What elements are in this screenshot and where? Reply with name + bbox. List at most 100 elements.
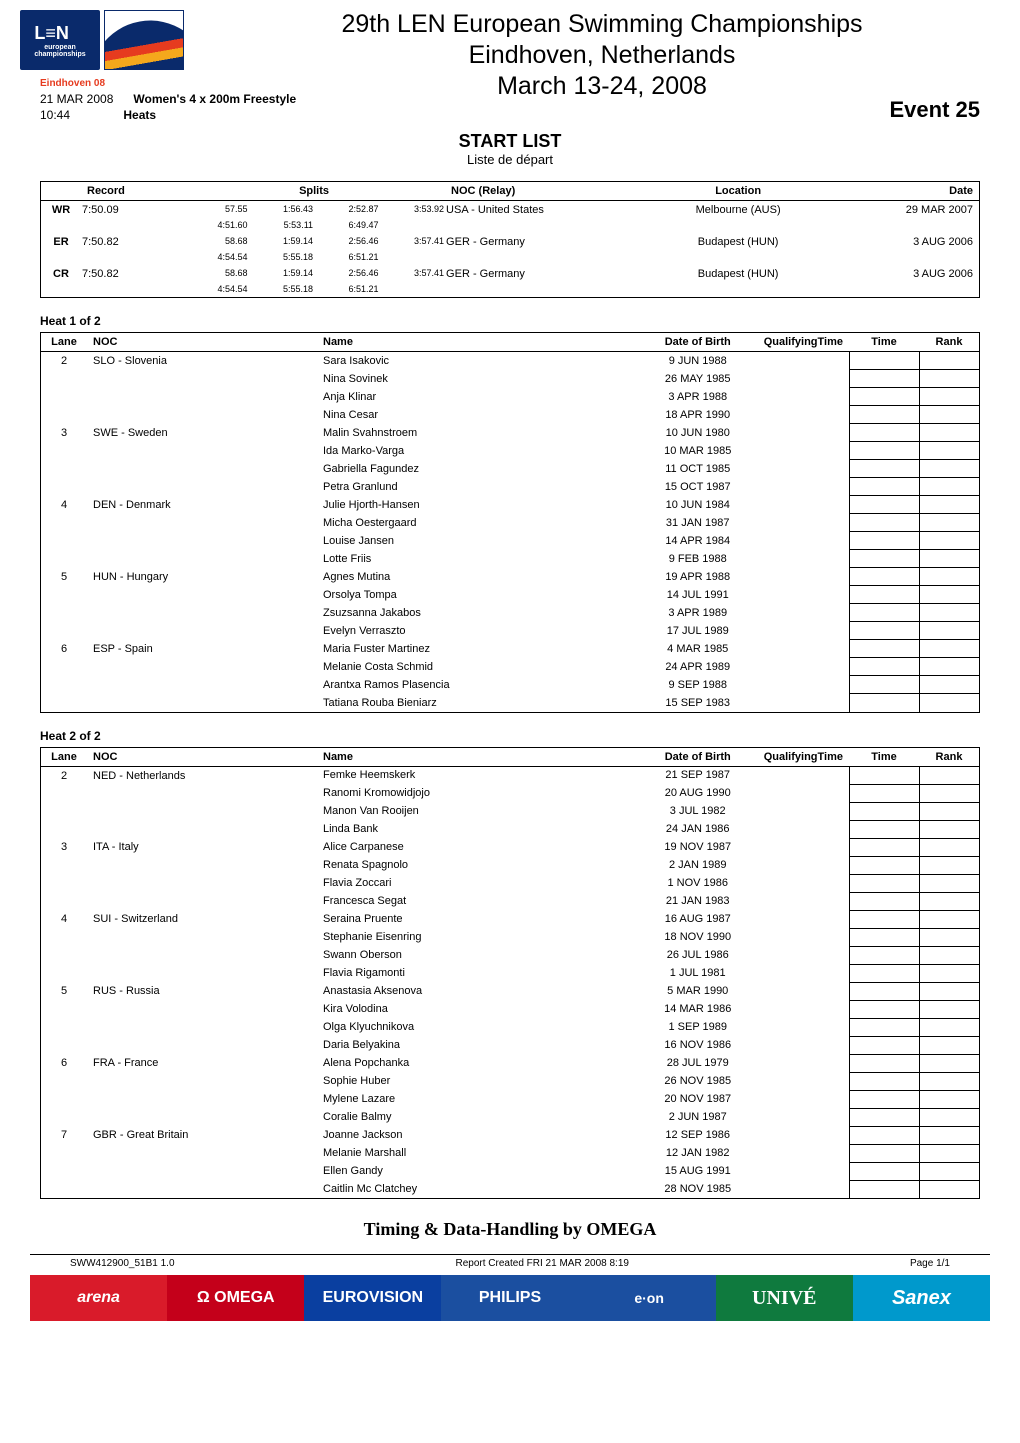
cell-dob: 3 APR 1989	[638, 604, 758, 622]
cell-dob: 9 JUN 1988	[638, 352, 758, 370]
col-time: Time	[849, 748, 919, 767]
record-noc: USA - United States	[445, 201, 649, 234]
col-noc: NOC	[87, 748, 317, 767]
sponsor-eurovision: EUROVISION	[304, 1275, 441, 1321]
heat-table: Lane NOC Name Date of Birth QualifyingTi…	[40, 332, 980, 713]
cell-dob: 18 APR 1990	[638, 406, 758, 424]
cell-swimmer-name: Manon Van Rooijen	[317, 802, 638, 820]
cell-lane: 6	[41, 1054, 87, 1126]
cell-dob: 19 NOV 1987	[638, 838, 758, 856]
sponsor-omega: Ω OMEGA	[167, 1275, 304, 1321]
record-date: 29 MAR 2007	[827, 201, 979, 234]
cell-dob: 1 JUL 1981	[638, 964, 758, 982]
record-code: WR	[41, 201, 81, 234]
cell-dob: 3 JUL 1982	[638, 802, 758, 820]
record-mark: 7:50.82	[81, 233, 183, 265]
cell-time-box	[849, 442, 919, 460]
start-list-label: START LIST Liste de départ	[0, 131, 1020, 167]
report-left: SWW412900_51B1 1.0	[70, 1258, 175, 1269]
record-split: 2:56.46	[314, 233, 380, 249]
cell-dob: 10 JUN 1984	[638, 496, 758, 514]
col-name: Name	[317, 333, 638, 352]
record-split: 5:55.18	[249, 281, 315, 297]
cell-rank-box	[919, 1054, 979, 1072]
cell-time-box	[849, 568, 919, 586]
cell-dob: 9 FEB 1988	[638, 550, 758, 568]
cell-swimmer-name: Julie Hjorth-Hansen	[317, 496, 638, 514]
cell-swimmer-name: Renata Spagnolo	[317, 856, 638, 874]
cell-qualifying	[758, 568, 849, 640]
record-location: Melbourne (AUS)	[649, 201, 827, 234]
event-time: 10:44	[40, 108, 70, 122]
cell-lane: 5	[41, 982, 87, 1054]
cell-time-box	[849, 982, 919, 1000]
record-noc: GER - Germany	[445, 265, 649, 297]
cell-time-box	[849, 928, 919, 946]
cell-dob: 1 SEP 1989	[638, 1018, 758, 1036]
cell-time-box	[849, 784, 919, 802]
cell-lane: 2	[41, 352, 87, 424]
cell-rank-box	[919, 676, 979, 694]
cell-time-box	[849, 532, 919, 550]
cell-swimmer-name: Gabriella Fagundez	[317, 460, 638, 478]
record-split: 2:52.87	[314, 201, 380, 218]
title-line-2: Eindhoven, Netherlands	[204, 41, 1000, 70]
cell-swimmer-name: Orsolya Tompa	[317, 586, 638, 604]
cell-swimmer-name: Daria Belyakina	[317, 1036, 638, 1054]
cell-lane: 3	[41, 838, 87, 910]
cell-time-box	[849, 604, 919, 622]
start-list-bold: START LIST	[0, 131, 1020, 152]
cell-swimmer-name: Malin Svahnstroem	[317, 424, 638, 442]
table-row: 3SWE - SwedenMalin Svahnstroem10 JUN 198…	[41, 424, 979, 442]
event-swirl-logo	[104, 10, 184, 70]
cell-swimmer-name: Kira Volodina	[317, 1000, 638, 1018]
table-row: 4DEN - DenmarkJulie Hjorth-Hansen10 JUN …	[41, 496, 979, 514]
cell-rank-box	[919, 964, 979, 982]
cell-rank-box	[919, 1162, 979, 1180]
table-row: 2SLO - SloveniaSara Isakovic9 JUN 1988	[41, 352, 979, 370]
cell-rank-box	[919, 586, 979, 604]
cell-qualifying	[758, 352, 849, 424]
cell-dob: 31 JAN 1987	[638, 514, 758, 532]
cell-swimmer-name: Zsuzsanna Jakabos	[317, 604, 638, 622]
cell-time-box	[849, 370, 919, 388]
cell-time-box	[849, 694, 919, 712]
cell-dob: 14 JUL 1991	[638, 586, 758, 604]
cell-qualifying	[758, 910, 849, 982]
cell-swimmer-name: Femke Heemskerk	[317, 766, 638, 784]
cell-swimmer-name: Flavia Zoccari	[317, 874, 638, 892]
cell-time-box	[849, 1144, 919, 1162]
sponsor-sanex: Sanex	[853, 1275, 990, 1321]
cell-qualifying	[758, 1054, 849, 1126]
col-record: Record	[81, 182, 183, 201]
cell-time-box	[849, 1000, 919, 1018]
cell-noc: GBR - Great Britain	[87, 1126, 317, 1198]
cell-swimmer-name: Nina Cesar	[317, 406, 638, 424]
record-split: 57.55	[183, 201, 249, 218]
event-number: Event 25	[890, 97, 981, 123]
cell-time-box	[849, 820, 919, 838]
cell-rank-box	[919, 442, 979, 460]
cell-swimmer-name: Coralie Balmy	[317, 1108, 638, 1126]
cell-rank-box	[919, 856, 979, 874]
record-split: 1:56.43	[249, 201, 315, 218]
record-noc: GER - Germany	[445, 233, 649, 265]
col-time: Time	[849, 333, 919, 352]
cell-rank-box	[919, 1000, 979, 1018]
cell-swimmer-name: Petra Granlund	[317, 478, 638, 496]
len-logo: L≡N europeanchampionships	[20, 10, 100, 70]
cell-swimmer-name: Joanne Jackson	[317, 1126, 638, 1144]
cell-rank-box	[919, 388, 979, 406]
cell-time-box	[849, 874, 919, 892]
cell-rank-box	[919, 1072, 979, 1090]
title-line-3: March 13-24, 2008	[204, 72, 1000, 101]
cell-rank-box	[919, 352, 979, 370]
record-split: 58.68	[183, 233, 249, 249]
cell-dob: 11 OCT 1985	[638, 460, 758, 478]
cell-swimmer-name: Stephanie Eisenring	[317, 928, 638, 946]
record-split: 4:54.54	[183, 281, 249, 297]
event-date: 21 MAR 2008	[40, 92, 113, 106]
cell-dob: 12 SEP 1986	[638, 1126, 758, 1144]
cell-rank-box	[919, 460, 979, 478]
cell-qualifying	[758, 640, 849, 712]
